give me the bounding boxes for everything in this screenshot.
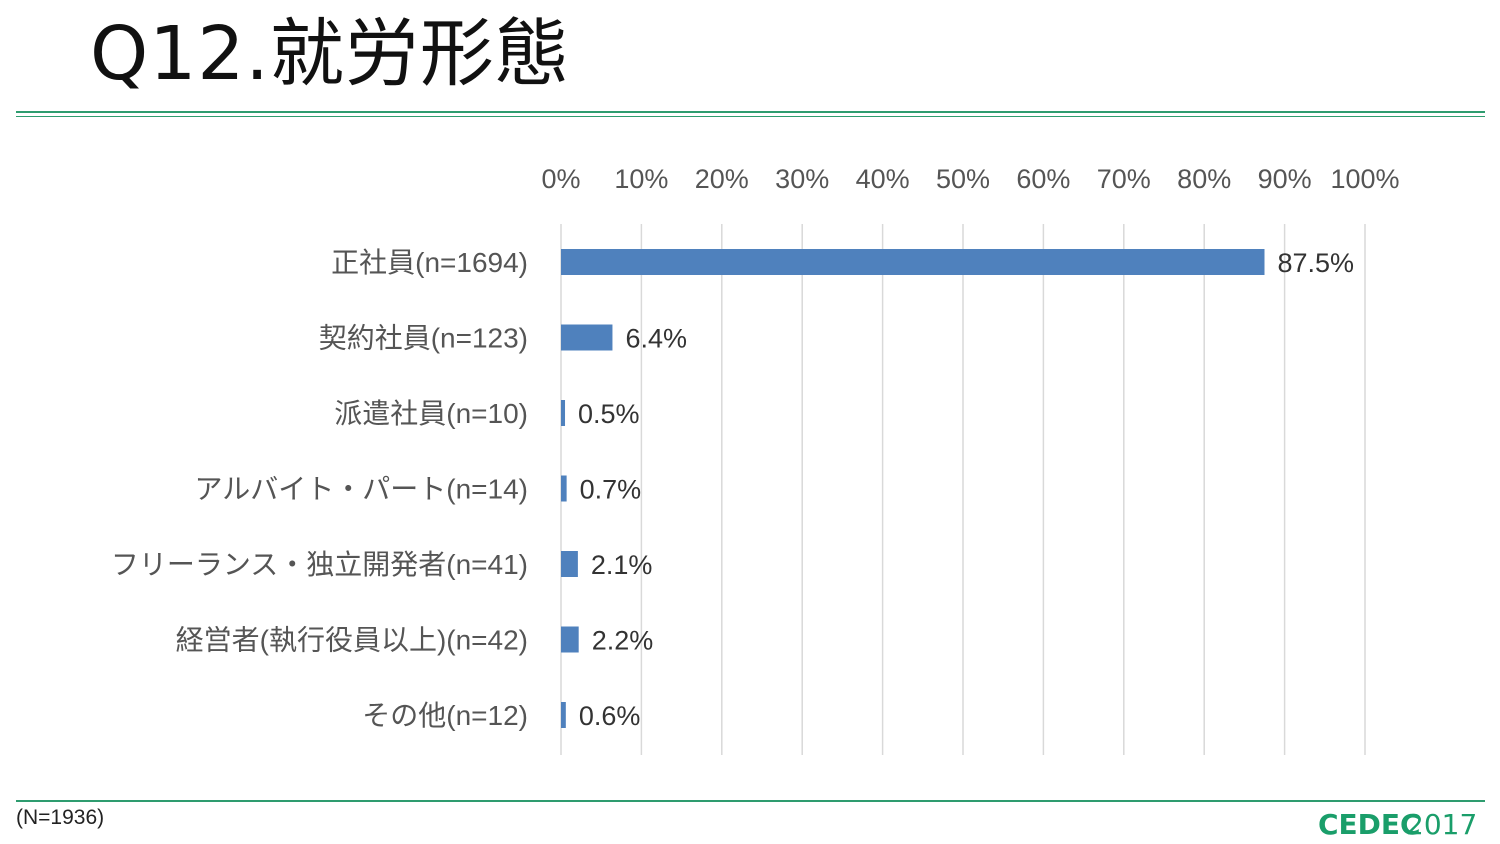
category-label: フリーランス・独立開発者(n=41)	[111, 549, 528, 580]
cedec-logo: CEDEC 2017	[1318, 806, 1483, 841]
x-tick-label: 10%	[614, 164, 668, 194]
x-tick-label: 60%	[1016, 164, 1070, 194]
bar	[561, 475, 567, 502]
category-label: 正社員(n=1694)	[331, 247, 528, 278]
x-tick-label: 20%	[695, 164, 749, 194]
logo-text-bold: CEDEC	[1318, 808, 1421, 840]
x-tick-label: 100%	[1330, 164, 1399, 194]
data-label: 0.7%	[580, 475, 642, 505]
bar	[561, 702, 566, 728]
data-label: 6.4%	[625, 324, 687, 354]
category-label: 契約社員(n=123)	[319, 323, 528, 354]
logo-text-year: 2017	[1406, 808, 1477, 840]
bar	[561, 400, 566, 426]
bar	[561, 551, 578, 577]
category-label: 派遣社員(n=10)	[334, 398, 528, 429]
slide-title: Q12.就労形態	[90, 11, 570, 97]
x-tick-label: 40%	[856, 164, 910, 194]
title-divider	[16, 111, 1485, 113]
data-label: 0.6%	[579, 701, 641, 731]
footer-divider	[16, 800, 1485, 802]
bar	[561, 249, 1265, 275]
x-tick-label: 90%	[1258, 164, 1312, 194]
data-label: 0.5%	[578, 399, 640, 429]
x-tick-label: 30%	[775, 164, 829, 194]
data-label: 87.5%	[1278, 248, 1355, 278]
sample-size-note: (N=1936)	[16, 806, 105, 829]
category-label: その他(n=12)	[362, 700, 528, 731]
bar-chart: 0% 10% 20% 30% 40% 50% 60% 70% 80% 90% 100% 正社員(n=1…	[111, 164, 1400, 755]
category-label: 経営者(執行役員以上)(n=42)	[176, 625, 528, 656]
category-label: アルバイト・パート(n=14)	[195, 474, 528, 505]
bar	[561, 324, 613, 351]
data-label: 2.1%	[591, 550, 653, 580]
bar	[561, 626, 579, 653]
title-divider-thin	[16, 116, 1485, 117]
data-label: 2.2%	[592, 626, 654, 656]
x-tick-label: 80%	[1177, 164, 1231, 194]
x-tick-label: 50%	[936, 164, 990, 194]
x-tick-label: 0%	[541, 164, 580, 194]
x-tick-label: 70%	[1097, 164, 1151, 194]
